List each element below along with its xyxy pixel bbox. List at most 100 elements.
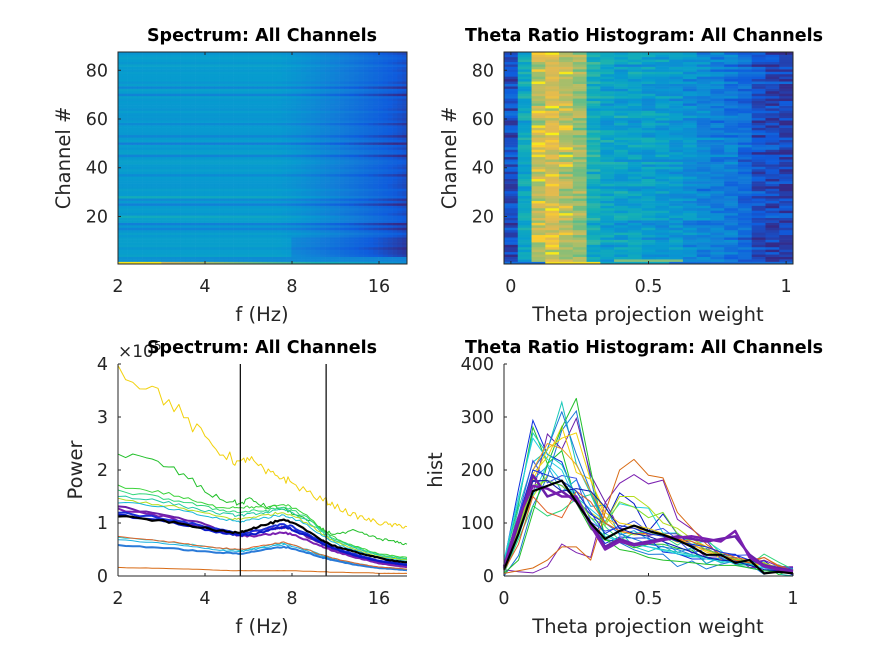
heatmap-cell	[190, 86, 196, 89]
heatmap-cell	[392, 69, 398, 72]
heatmap-cell	[185, 78, 191, 82]
heatmap-cell	[291, 205, 297, 209]
heatmap-cell	[267, 251, 273, 255]
heatmap-cell	[151, 81, 157, 84]
heatmap-cell	[305, 210, 311, 214]
heatmap-cell	[127, 193, 133, 197]
heatmap-cell	[156, 120, 162, 123]
heatmap-cell	[373, 103, 379, 106]
heatmap-cell	[334, 244, 340, 248]
heatmap-cell	[334, 93, 340, 97]
heatmap-cell	[223, 86, 230, 89]
heatmap-cell	[272, 88, 278, 92]
heatmap-cell	[238, 195, 244, 199]
heatmap-cell	[166, 151, 172, 155]
heatmap-cell	[267, 117, 273, 121]
heatmap-cell	[382, 98, 389, 102]
heatmap-cell	[233, 129, 239, 133]
heatmap-cell	[252, 227, 258, 231]
heatmap-cell	[315, 234, 321, 238]
heatmap-cell	[296, 171, 302, 175]
heatmap-cell	[349, 156, 355, 160]
heatmap-cell	[334, 232, 340, 236]
heatmap-cell	[276, 108, 283, 111]
heatmap-cell	[166, 173, 172, 177]
heatmap-cell	[214, 207, 220, 211]
heatmap-cell	[252, 129, 258, 133]
heatmap-cell	[233, 86, 239, 89]
heatmap-cell	[392, 232, 398, 236]
heatmap-cell	[305, 205, 311, 209]
heatmap-cell	[228, 142, 234, 145]
heatmap-cell	[373, 210, 379, 214]
heatmap-cell	[272, 122, 278, 126]
heatmap-cell	[252, 110, 258, 114]
heatmap-cell	[272, 249, 278, 253]
heatmap-cell	[209, 129, 215, 133]
heatmap-cell	[233, 76, 239, 80]
heatmap-cell	[334, 166, 340, 170]
heatmap-cell	[382, 115, 389, 119]
heatmap-cell	[378, 232, 384, 236]
heatmap-cell	[142, 76, 148, 80]
heatmap-cell	[209, 127, 215, 131]
heatmap-cell	[127, 154, 133, 158]
heatmap-cell	[382, 210, 389, 214]
heatmap-cell	[334, 154, 340, 158]
heatmap-cell	[248, 171, 254, 175]
heatmap-cell	[132, 207, 138, 211]
heatmap-cell	[243, 168, 249, 172]
heatmap-cell	[387, 234, 393, 238]
heatmap-cell	[228, 90, 234, 94]
heatmap-cell	[296, 100, 302, 104]
heatmap-cell	[344, 212, 350, 216]
heatmap-cell	[397, 100, 403, 104]
heatmap-cell	[127, 198, 133, 201]
heatmap-cell	[262, 149, 268, 153]
heatmap-cell	[257, 205, 263, 209]
heatmap-cell	[161, 164, 167, 167]
heatmap-cell	[156, 161, 162, 165]
heatmap-cell	[296, 147, 302, 150]
heatmap-cell	[252, 215, 258, 218]
heatmap-cell	[368, 225, 374, 228]
heatmap-cell	[402, 203, 408, 206]
heatmap-cell	[195, 88, 201, 92]
heatmap-cell	[223, 156, 230, 160]
heatmap-cell	[151, 108, 157, 111]
heatmap-cell	[276, 93, 283, 97]
heatmap-cell	[146, 183, 153, 187]
heatmap-cell	[325, 207, 331, 211]
heatmap-cell	[315, 227, 321, 231]
heatmap-cell	[195, 188, 201, 192]
heatmap-cell	[156, 168, 162, 172]
heatmap-cell	[204, 93, 210, 97]
heatmap-cell	[339, 259, 345, 262]
heatmap-cell	[175, 147, 181, 150]
heatmap-cell	[204, 164, 210, 167]
heatmap-cell	[262, 115, 268, 119]
heatmap-cell	[252, 154, 258, 158]
heatmap-cell	[180, 164, 186, 167]
heatmap-cell	[199, 256, 205, 260]
heatmap-cell	[214, 242, 220, 245]
heatmap-cell	[354, 229, 360, 233]
heatmap-cell	[272, 234, 278, 238]
heatmap-cell	[301, 173, 307, 177]
heatmap-cell	[195, 183, 201, 187]
heatmap-cell	[387, 227, 393, 231]
heatmap-cell	[190, 71, 196, 75]
heatmap-cell	[228, 120, 234, 123]
heatmap-cell	[166, 225, 172, 228]
heatmap-cell	[402, 225, 408, 228]
heatmap-cell	[199, 154, 205, 158]
heatmap-cell	[228, 237, 234, 240]
heatmap-cell	[339, 69, 345, 72]
heatmap-cell	[358, 178, 364, 182]
heatmap-cell	[199, 237, 205, 240]
heatmap-cell	[190, 232, 196, 236]
heatmap-cell	[325, 186, 331, 189]
heatmap-cell	[368, 139, 374, 143]
heatmap-cell	[248, 154, 254, 158]
heatmap-cell	[252, 108, 258, 111]
